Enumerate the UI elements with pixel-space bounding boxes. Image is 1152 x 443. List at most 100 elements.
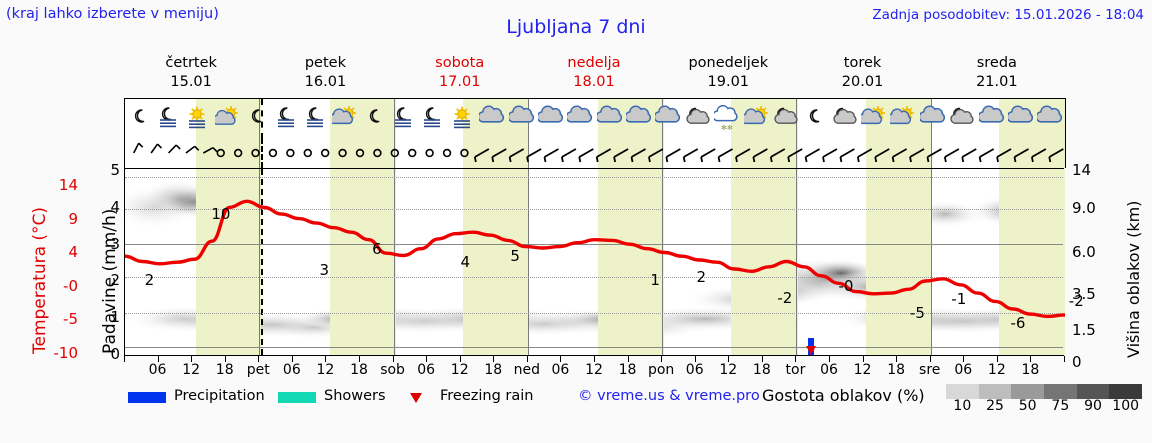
cloud-icon — [567, 105, 593, 131]
moon-cloud-icon — [832, 105, 858, 131]
time-tick — [1064, 356, 1065, 362]
time-label: 12 — [853, 362, 872, 378]
temperature-point-label: -5 — [909, 304, 925, 323]
freezing-rain-marker-icon — [410, 393, 422, 403]
day-separator — [796, 169, 798, 355]
cloud-density-tick: 25 — [986, 398, 1004, 414]
time-tick — [996, 356, 998, 362]
night-shading — [999, 138, 1065, 168]
time-tick — [392, 356, 394, 362]
time-tick — [560, 356, 562, 362]
location-menu-note[interactable]: (kraj lahko izberete v meniju) — [6, 6, 219, 22]
time-tick — [157, 356, 159, 362]
time-tick — [627, 356, 629, 362]
current-time-line — [260, 99, 263, 139]
day-separator — [259, 138, 261, 168]
cloud-density-tick: 100 — [1112, 398, 1140, 414]
time-label: 06 — [954, 362, 973, 378]
time-tick — [325, 356, 327, 362]
moon-icon — [244, 105, 270, 131]
gridline — [125, 176, 1063, 178]
precipitation-swatch — [128, 392, 166, 403]
cloud-height-axis-title-text: Višina oblakov (km) — [1124, 200, 1143, 358]
precipitation-tick: 0 — [110, 345, 120, 363]
time-tick — [862, 356, 864, 362]
cloud-icon — [1007, 105, 1034, 131]
time-tick — [426, 356, 428, 362]
cloud-density-tick: 75 — [1051, 398, 1070, 414]
showers-swatch — [278, 392, 316, 403]
day-header-1: četrtek 15.01 — [124, 54, 258, 92]
moon-cloud-icon — [773, 105, 799, 131]
moon-rain-icon — [274, 105, 300, 131]
day-separator — [393, 138, 395, 168]
time-label: 18 — [484, 362, 503, 378]
day-header-row: četrtek 15.01 petek 16.01 sobota 17.01 nedelja… — [124, 54, 1064, 96]
day-name: sobota — [435, 55, 485, 71]
day-date: 18.01 — [573, 74, 615, 90]
night-shading — [865, 169, 932, 355]
temperature-axis-title: Temperatura (°C) — [8, 176, 50, 356]
time-label: tor — [785, 362, 806, 378]
day-separator — [259, 99, 261, 139]
moon-rain-icon — [391, 105, 417, 131]
sun-rain-icon — [185, 105, 211, 131]
day-date: 20.01 — [841, 74, 884, 90]
temperature-point-label: 2 — [144, 270, 155, 289]
cloud-density-colorbar: 10 25 50 75 90 100 — [946, 384, 1142, 414]
time-label: 06 — [417, 362, 436, 378]
day-separator — [930, 169, 932, 355]
cloud-icon — [655, 105, 681, 131]
precipitation-tick: 3 — [110, 234, 120, 253]
moon-rain-icon — [303, 105, 329, 131]
temperature-point-label: -6 — [1010, 314, 1026, 333]
temperature-point-label: 10 — [211, 205, 231, 224]
day-name: sreda — [976, 55, 1017, 71]
cloud-density-segment — [1011, 384, 1044, 399]
freezing-rain-marker-icon — [806, 346, 817, 355]
temperature-tick: -10 — [53, 343, 79, 362]
cloud-height-tick: 1.5 — [1072, 321, 1096, 339]
night-shading — [597, 138, 664, 168]
sun-cloud-icon — [214, 105, 241, 131]
time-tick — [795, 356, 797, 362]
precipitation-tick: 1 — [110, 308, 120, 327]
moon-rain-icon — [156, 105, 182, 131]
temperature-point-label: 6 — [372, 240, 382, 259]
time-label: sob — [380, 362, 405, 378]
time-tick — [594, 356, 595, 362]
day-date: 16.01 — [304, 74, 347, 90]
time-label: 06 — [685, 362, 704, 378]
cloud-height-tick: 0 — [1072, 353, 1082, 371]
moon-rain-icon — [420, 105, 446, 131]
moon-icon — [362, 105, 388, 131]
day-separator — [930, 138, 932, 168]
time-label: 18 — [752, 362, 771, 378]
time-tick — [291, 356, 293, 362]
meteogram-plot: ✻✻ 2 10 3 6 4 5 1 2 -2 -0 -5 -1 -6 -2 — [124, 98, 1084, 356]
day-separator — [527, 169, 529, 355]
night-shading — [463, 169, 530, 355]
temperature-curve — [125, 199, 1065, 319]
time-tick — [728, 356, 730, 362]
cloud-icon — [919, 105, 946, 131]
copyright-link[interactable]: © vreme.us & vreme.pro — [578, 388, 760, 404]
time-label: 12 — [316, 362, 335, 378]
time-label: sre — [919, 362, 941, 378]
cloud-sun-icon — [861, 105, 887, 131]
time-label: 12 — [987, 362, 1006, 378]
time-label: 12 — [182, 362, 201, 378]
moon-cloud-icon — [685, 105, 711, 131]
night-shading — [329, 169, 396, 355]
cloud-sun-icon — [743, 105, 770, 131]
time-label: 06 — [282, 362, 301, 378]
gridline — [125, 346, 1063, 348]
time-tick — [359, 356, 360, 362]
page-title: Ljubljana 7 dni — [506, 16, 646, 38]
cloud-height-axis-title: Višina oblakov (km) — [1124, 170, 1150, 360]
temperature-tick: -0 — [63, 276, 78, 295]
day-separator — [259, 169, 261, 355]
day-date: 17.01 — [438, 74, 481, 90]
cloud-density-segment — [946, 384, 979, 399]
freezing-rain-legend-label: Freezing rain — [440, 388, 534, 404]
